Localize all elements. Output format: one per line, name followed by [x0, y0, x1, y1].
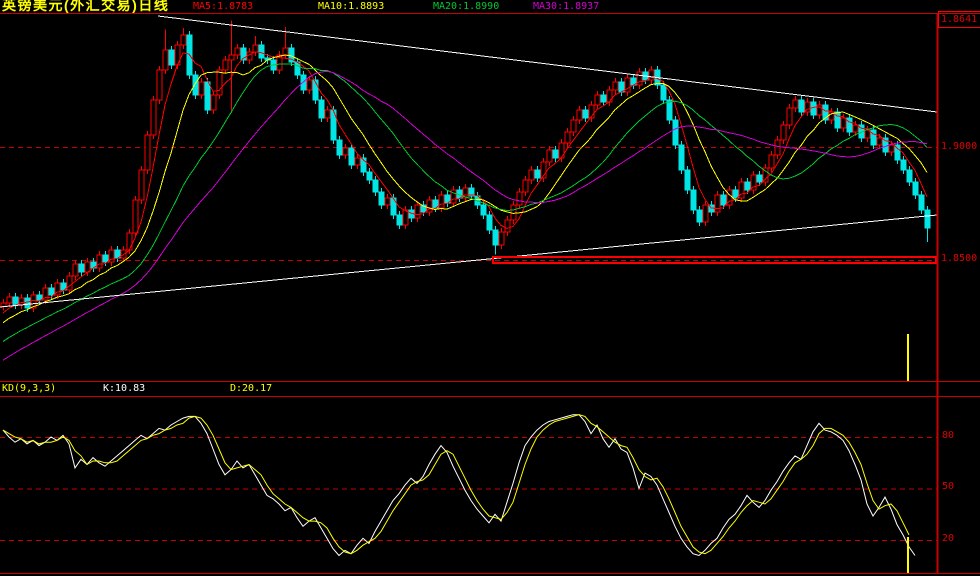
- ma10-label: MA10:1.8893: [318, 1, 385, 12]
- kd-axis-label-80: 80: [942, 430, 955, 441]
- ma20-label: MA20:1.8990: [433, 1, 500, 12]
- kd-axis-label-20: 20: [942, 533, 955, 544]
- kd-indicator-label: KD(9,3,3): [2, 383, 57, 394]
- price-axis-label-19000: 1.9000: [941, 141, 978, 152]
- k-value-label: K:10.83: [103, 383, 146, 394]
- current-price-badge: 1.8641: [938, 11, 980, 28]
- price-axis-label-18500: 1.8500: [941, 253, 978, 264]
- d-value-label: D:20.17: [230, 383, 273, 394]
- chart-title: 英镑美元(外汇交易)日线: [2, 0, 170, 13]
- ma5-label: MA5:1.8783: [193, 1, 254, 12]
- ma30-label: MA30:1.8937: [533, 1, 600, 12]
- kd-axis-label-50: 50: [942, 481, 955, 492]
